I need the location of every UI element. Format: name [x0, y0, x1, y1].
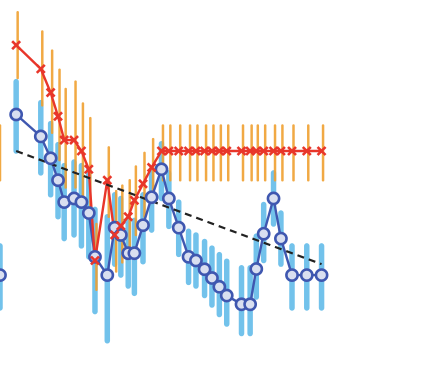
data-point — [287, 146, 297, 156]
data-point — [191, 146, 201, 156]
data-point — [88, 249, 102, 264]
data-point — [276, 146, 286, 156]
data-point — [205, 271, 219, 285]
data-point — [0, 268, 7, 282]
data-point — [51, 173, 65, 188]
data-point — [214, 146, 225, 156]
data-point — [212, 279, 227, 294]
data-point — [136, 218, 150, 233]
data-point — [154, 162, 169, 177]
data-point — [33, 129, 48, 144]
data-point — [74, 195, 89, 209]
data-point — [43, 151, 58, 166]
data-point — [100, 268, 115, 282]
data-point — [45, 87, 56, 98]
data-point — [268, 146, 279, 156]
data-point — [299, 268, 314, 282]
data-point — [274, 231, 288, 246]
data-point — [199, 146, 210, 156]
data-point — [316, 146, 327, 156]
data-point — [90, 255, 100, 266]
data-point — [35, 63, 46, 74]
data-point — [171, 220, 186, 235]
data-point — [144, 190, 159, 205]
data-point — [81, 206, 96, 220]
data-point — [183, 146, 194, 156]
data-point — [83, 164, 94, 175]
data-point — [127, 246, 142, 261]
data-point — [258, 146, 269, 156]
data-point — [189, 253, 203, 268]
trend-line — [15, 149, 322, 266]
series-line — [15, 44, 322, 262]
data-point — [11, 40, 22, 51]
data-point — [53, 111, 63, 122]
data-point — [161, 191, 176, 206]
data-point — [76, 146, 87, 156]
error-bars — [0, 11, 325, 344]
data-point — [69, 135, 79, 145]
data-point — [173, 146, 184, 156]
data-point — [129, 195, 140, 206]
data-point — [156, 146, 167, 156]
data-point — [285, 268, 299, 282]
data-point — [146, 162, 157, 173]
data-point — [251, 146, 262, 156]
data-point — [109, 230, 120, 240]
data-point — [249, 262, 264, 276]
data-point — [9, 107, 24, 122]
data-point — [197, 262, 212, 277]
series-markers — [0, 40, 329, 312]
data-point — [207, 146, 217, 156]
data-point — [115, 220, 126, 231]
data-point — [102, 175, 113, 186]
data-point — [123, 211, 134, 222]
data-point — [59, 135, 70, 145]
data-point — [256, 226, 271, 241]
data-point — [266, 191, 281, 206]
data-point — [314, 268, 329, 282]
data-point — [221, 146, 232, 156]
data-point — [301, 146, 312, 156]
data-point — [219, 288, 234, 303]
data-point — [138, 178, 148, 189]
data-point — [243, 297, 258, 312]
data-point — [163, 146, 174, 156]
data-point — [236, 146, 247, 156]
